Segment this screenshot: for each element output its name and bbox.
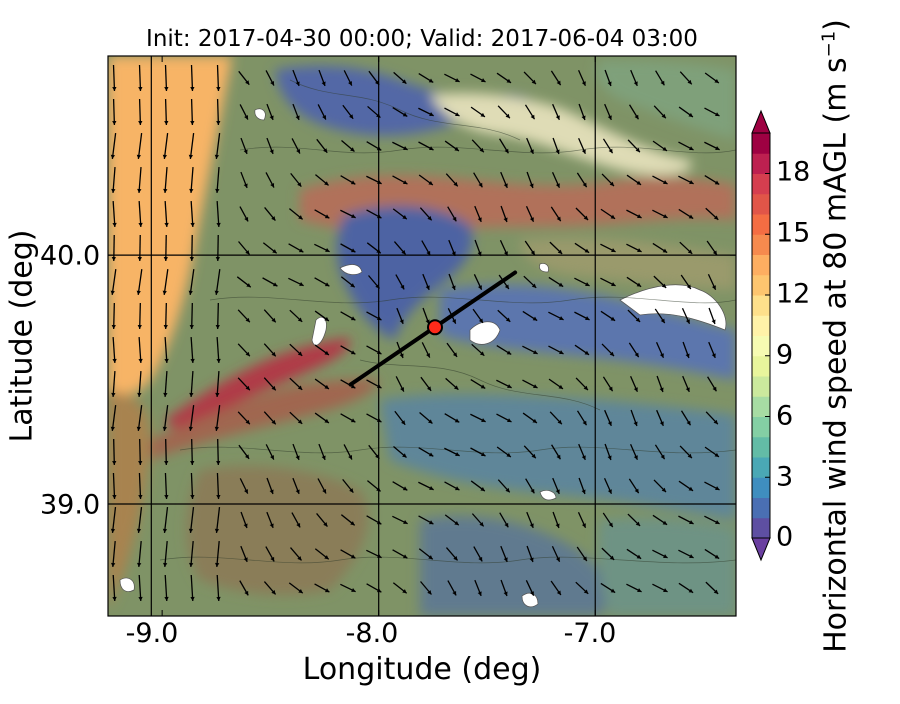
y-tick-label: 39.0 [40,490,100,521]
colorbar-segment [752,417,770,438]
colorbar [752,111,770,560]
colorbar-segment [752,234,770,255]
colorbar-segment [752,194,770,215]
wind-speed-field [108,56,736,616]
site-marker [428,320,442,334]
x-tick-label: -7.0 [564,618,617,649]
colorbar-extend-min [752,538,770,560]
colorbar-tick-label: 9 [776,340,793,371]
colorbar-segment [752,437,770,458]
colorbar-label-close: ) [819,19,854,31]
colorbar-segment [752,275,770,296]
colorbar-segment [752,174,770,195]
chart-title: Init: 2017-04-30 00:00; Valid: 2017-06-0… [108,26,736,52]
x-tick-label: -8.0 [346,618,399,649]
colorbar-tick-label: 15 [776,218,810,249]
colorbar-segment [752,498,770,519]
colorbar-segment [752,477,770,498]
colorbar-segment [752,396,770,417]
colorbar-segment [752,376,770,397]
colorbar-label: Horizontal wind speed at 80 mAGL (m s−1) [819,19,854,653]
colorbar-segment [752,153,770,174]
colorbar-label-text: Horizontal wind speed at 80 mAGL (m s [819,57,854,653]
colorbar-tick-label: 3 [776,462,793,493]
colorbar-tick-label: 18 [776,157,810,188]
colorbar-segment [752,518,770,539]
colorbar-segment [752,457,770,478]
y-tick-label: 40.0 [40,241,100,272]
colorbar-segment [752,133,770,154]
colorbar-label-exponent: −1 [819,31,840,58]
colorbar-segment [752,255,770,276]
colorbar-tick-label: 0 [776,522,793,553]
colorbar-extend-max [752,111,770,133]
colorbar-segment [752,315,770,336]
colorbar-segment [752,295,770,316]
colorbar-tick-label: 12 [776,279,810,310]
colorbar-segment [752,336,770,357]
colorbar-segment [752,356,770,377]
y-axis-label: Latitude (deg) [5,230,40,443]
colorbar-tick-label: 6 [776,401,793,432]
colorbar-segment [752,214,770,235]
x-axis-label: Longitude (deg) [108,652,736,687]
x-tick-label: -9.0 [126,618,179,649]
